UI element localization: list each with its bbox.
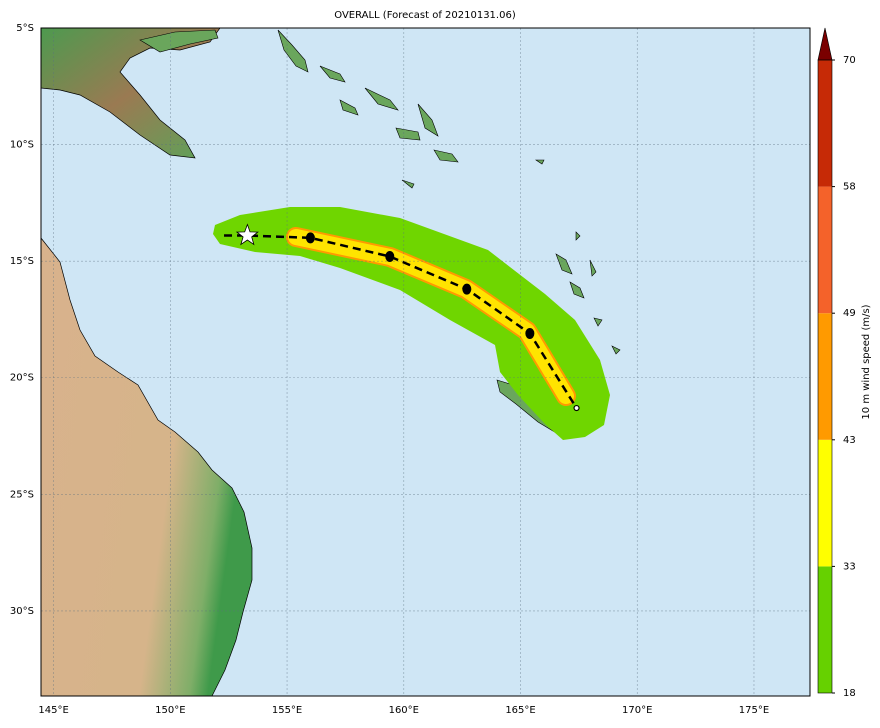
axis-labels: 145°E 150°E 155°E 160°E 165°E 170°E 175°E 5°S 10… xyxy=(10,23,769,716)
y-tick-label: 15°S xyxy=(10,256,34,267)
grid xyxy=(41,28,810,696)
colorbar-tick-label: 49 xyxy=(843,308,856,319)
colorbar-tick-label: 70 xyxy=(843,55,856,66)
colorbar-extend xyxy=(817,27,833,61)
new-britain xyxy=(139,29,219,53)
bougainville xyxy=(277,29,309,73)
x-tick-label: 145°E xyxy=(38,705,68,716)
y-tick-label: 25°S xyxy=(10,489,34,500)
colorbar-tick-label: 18 xyxy=(843,688,856,699)
y-tick-label: 20°S xyxy=(10,373,34,384)
x-tick-label: 155°E xyxy=(272,705,302,716)
y-tick-label: 30°S xyxy=(10,606,34,617)
y-tick-label: 5°S xyxy=(16,23,34,34)
colorbar-label: 10 m wind speed (m/s) xyxy=(861,304,872,419)
colorbar-tick-label: 43 xyxy=(843,435,856,446)
colorbar-tick-label: 33 xyxy=(843,561,856,572)
track-point xyxy=(525,327,535,339)
track-point xyxy=(305,232,315,244)
track-point xyxy=(462,283,472,295)
x-tick-label: 165°E xyxy=(505,705,535,716)
colorbar-segment xyxy=(818,566,832,693)
colorbar-frame xyxy=(817,59,833,694)
x-tick-label: 160°E xyxy=(389,705,419,716)
colorbar: 18 33 43 49 58 70 10 m wind speed (m/s) xyxy=(817,27,872,699)
x-tick-label: 150°E xyxy=(155,705,185,716)
genesis-star xyxy=(235,223,259,246)
x-tick-label: 175°E xyxy=(739,705,769,716)
plot-frame xyxy=(40,27,811,697)
colorbar-segment xyxy=(818,439,832,567)
track-point xyxy=(385,250,395,262)
chart-title: OVERALL (Forecast of 20210131.06) xyxy=(334,10,516,21)
forecast-swath xyxy=(213,207,610,440)
track xyxy=(224,223,580,412)
map-area xyxy=(41,28,810,696)
colorbar-segment xyxy=(818,313,832,440)
vanuatu xyxy=(555,231,621,355)
solomon-islands xyxy=(319,65,545,189)
track-point xyxy=(573,404,580,412)
y-tick-label: 10°S xyxy=(10,140,34,151)
australia xyxy=(41,237,253,696)
colorbar-segment xyxy=(818,60,832,187)
colorbar-tick-label: 58 xyxy=(843,182,856,193)
x-tick-label: 170°E xyxy=(622,705,652,716)
new-guinea xyxy=(41,28,221,159)
colorbar-segment xyxy=(818,186,832,314)
